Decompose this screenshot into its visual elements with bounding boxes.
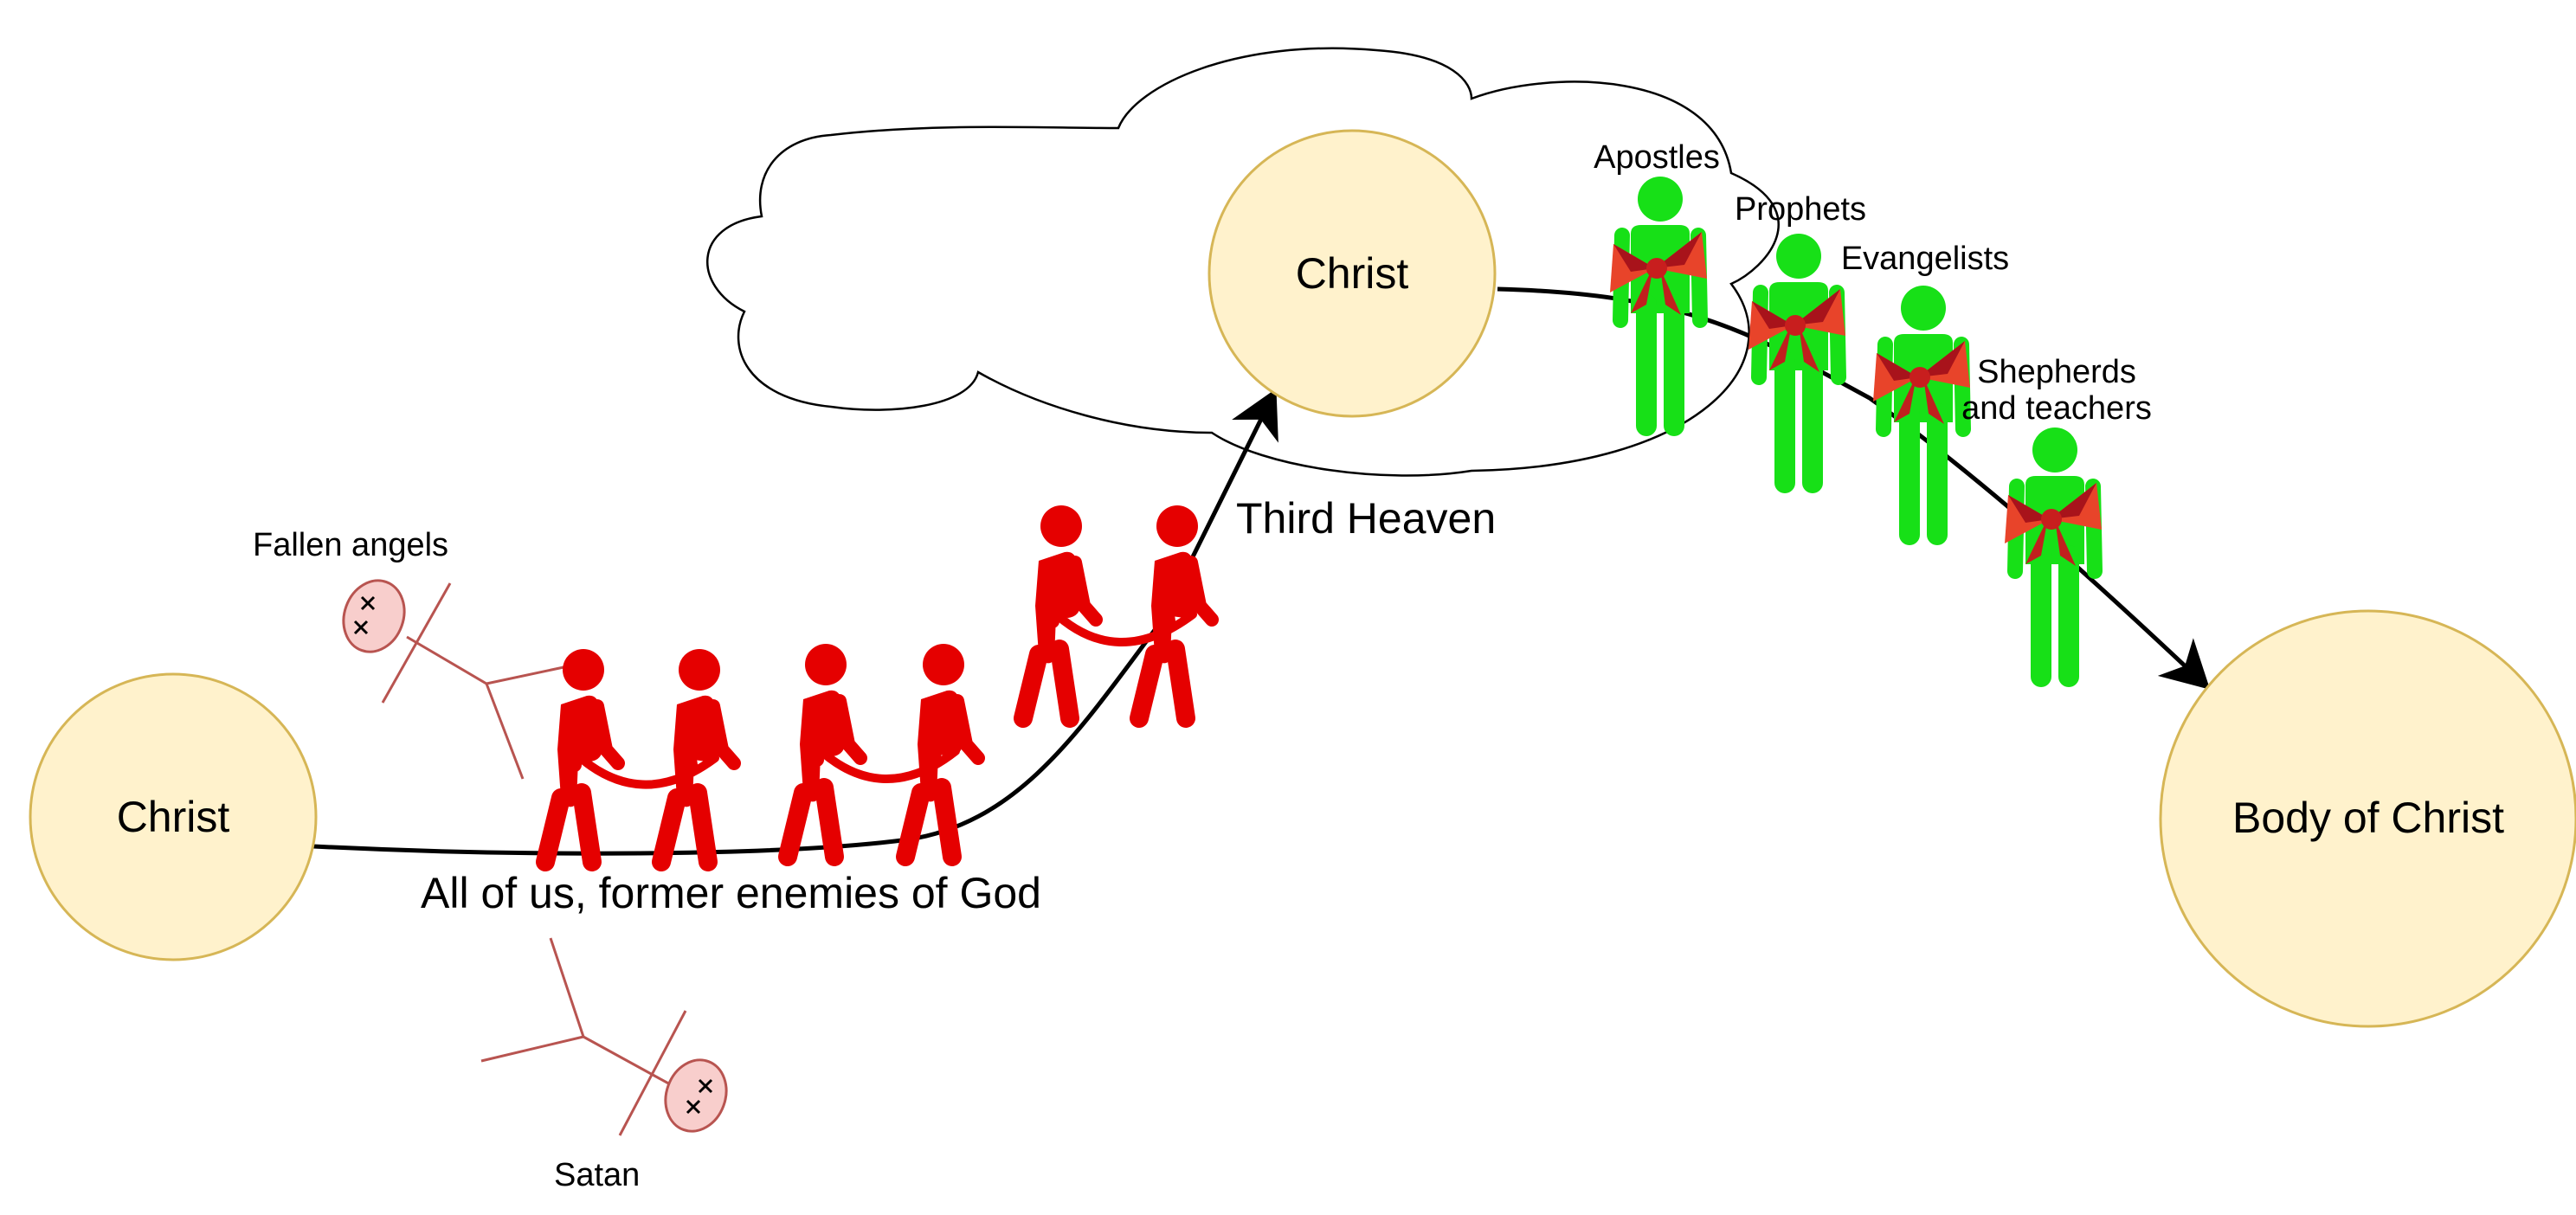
captive-figure-icon [661,649,734,862]
evangelist-figure-icon [1873,286,1970,535]
apostles-label: Apostles [1594,139,1720,176]
ascent-arrow [312,389,1278,856]
christ-circle-top: Christ [1208,129,1497,418]
captive-figure-icon [905,644,978,857]
body-of-christ-label: Body of Christ [2232,794,2504,842]
fallen-angel-figure-icon [342,579,569,780]
satan-label: Satan [554,1157,640,1193]
captive-rope [570,607,1197,789]
christ-circle-left: Christ [29,672,318,961]
satan-figure-icon [480,937,728,1136]
fallen-angels-label: Fallen angels [253,527,448,563]
christ-top-label: Christ [1296,249,1409,298]
christ-left-label: Christ [117,793,230,841]
body-of-christ-circle: Body of Christ [2159,609,2576,1028]
third-heaven-label: Third Heaven [1236,494,1496,543]
prophet-figure-icon [1748,234,1845,483]
evangelists-label: Evangelists [1841,241,2009,277]
shepherd-figure-icon [2005,428,2102,677]
prophets-label: Prophets [1735,191,1866,228]
enemies-label: All of us, former enemies of God [421,869,1041,917]
teachers-label: and teachers [1961,390,2152,427]
shepherds-label: Shepherds [1977,354,2136,390]
